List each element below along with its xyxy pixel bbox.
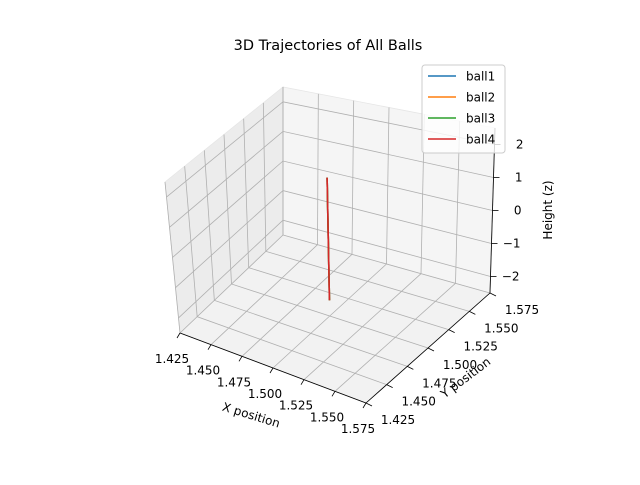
legend-label-ball3: ball3	[466, 112, 495, 126]
y-tick-labels: 1.425 1.450 1.475 1.500 1.525 1.550 1.575	[365, 292, 539, 427]
z-gridline	[178, 219, 491, 319]
x-tick-label: 1.550	[310, 410, 344, 424]
x-tick-mark	[207, 344, 212, 350]
x-tick-mark	[176, 332, 181, 339]
y-gridline	[262, 102, 470, 312]
y-tick-mark	[386, 384, 393, 389]
z-tick-label: −2	[502, 270, 520, 284]
x-tick-mark	[269, 367, 274, 374]
y-tick-label: 1.450	[401, 395, 435, 409]
y-tick-label: 1.475	[422, 376, 456, 390]
x-tick-mark	[238, 356, 243, 362]
z-tick-label: −1	[503, 237, 521, 251]
x-tick-mark	[362, 402, 367, 409]
y-gridline	[223, 134, 429, 349]
z-axis-label: Height (z)	[541, 180, 555, 239]
chart-title: 3D Trajectories of All Balls	[234, 38, 423, 54]
series-line-ball4	[326, 177, 331, 301]
y-tick-label: 1.525	[463, 340, 497, 354]
z-tick-labels: −2 −1 0 1 2	[490, 138, 524, 284]
z-tick-label: 1	[515, 171, 523, 185]
y-tick-mark	[407, 365, 414, 370]
y-gridline	[282, 87, 491, 294]
x-tick-label: 1.450	[186, 364, 220, 378]
legend-label-ball1: ball1	[466, 70, 495, 84]
y-gridline	[203, 150, 408, 367]
z-tick-label: 2	[516, 138, 524, 152]
y-gridline	[243, 118, 449, 331]
y-tick-mark	[469, 310, 476, 315]
x-tick-label: 1.500	[248, 387, 282, 401]
legend: ball1 ball2 ball3 ball4	[421, 64, 506, 154]
x-tick-mark	[331, 391, 336, 397]
y-tick-mark	[448, 329, 455, 334]
y-gridline	[184, 166, 387, 386]
x-tick-label: 1.425	[155, 352, 189, 366]
x-tick-label: 1.475	[217, 375, 251, 389]
z-tick-label: 0	[514, 204, 522, 218]
x-tick-label: 1.525	[279, 399, 313, 413]
legend-label-ball4: ball4	[466, 133, 495, 147]
y-tick-label: 1.550	[484, 321, 518, 335]
series-lines	[326, 177, 331, 301]
y-tick-mark	[427, 347, 435, 352]
y-tick-label: 1.575	[505, 303, 539, 317]
x-tick-label: 1.575	[341, 422, 375, 436]
y-tick-mark	[365, 402, 373, 407]
y-tick-label: 1.425	[381, 413, 415, 427]
legend-frame	[421, 64, 506, 154]
z-gridline	[175, 190, 492, 288]
z-gridline	[169, 130, 494, 228]
z-gridline	[172, 160, 493, 258]
y-tick-mark	[489, 292, 497, 297]
y-tick-label: 1.500	[443, 358, 477, 372]
x-tick-mark	[300, 379, 305, 385]
legend-label-ball2: ball2	[466, 91, 495, 105]
